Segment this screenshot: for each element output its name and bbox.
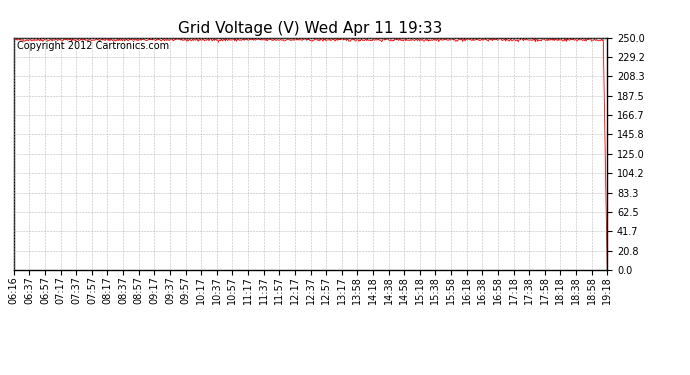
Text: Copyright 2012 Cartronics.com: Copyright 2012 Cartronics.com <box>17 41 169 51</box>
Title: Grid Voltage (V) Wed Apr 11 19:33: Grid Voltage (V) Wed Apr 11 19:33 <box>178 21 443 36</box>
